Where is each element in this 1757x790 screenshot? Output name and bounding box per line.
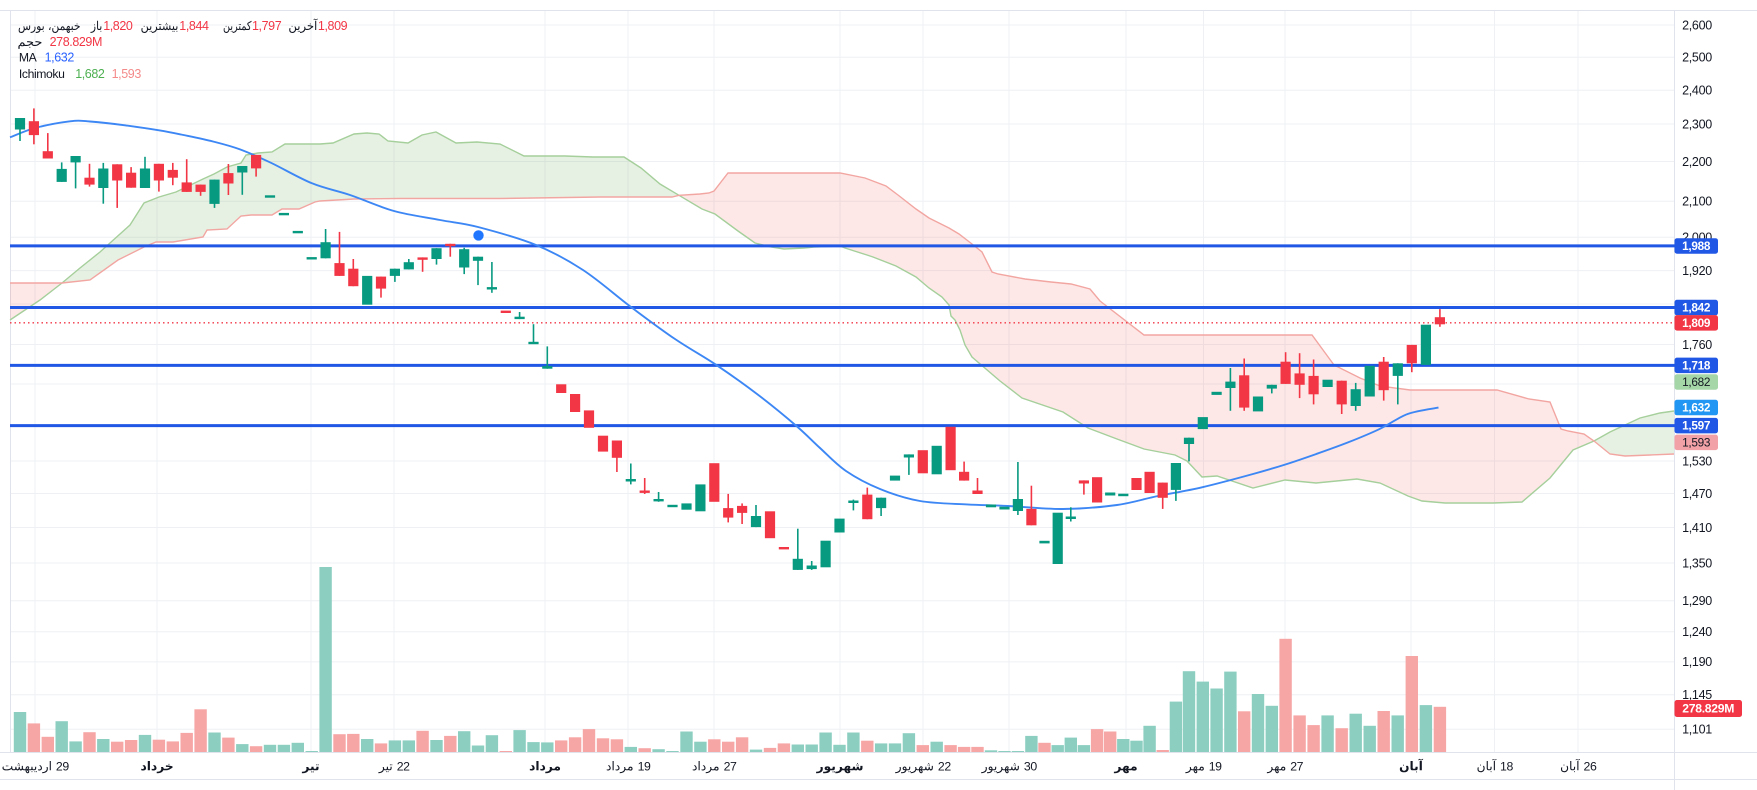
svg-text:278.829M: 278.829M bbox=[1682, 702, 1734, 716]
svg-text:1,809: 1,809 bbox=[1682, 316, 1711, 330]
svg-text:278.829M: 278.829M bbox=[50, 35, 102, 49]
svg-text:1,530: 1,530 bbox=[1682, 454, 1712, 468]
svg-text:1,101: 1,101 bbox=[1682, 723, 1712, 737]
svg-text:1,988: 1,988 bbox=[1682, 239, 1711, 253]
svg-text:2,600: 2,600 bbox=[1682, 18, 1712, 32]
svg-text:1,632: 1,632 bbox=[45, 51, 75, 65]
svg-text:22: 22 bbox=[397, 759, 410, 773]
svg-text:26: 26 bbox=[1584, 759, 1597, 773]
svg-text:2,500: 2,500 bbox=[1682, 51, 1712, 65]
svg-text:1,682: 1,682 bbox=[75, 67, 105, 81]
svg-text:1,593: 1,593 bbox=[1682, 435, 1711, 449]
svg-text:1,920: 1,920 bbox=[1682, 264, 1712, 278]
svg-text:1,597: 1,597 bbox=[1682, 419, 1711, 433]
svg-text:22: 22 bbox=[938, 759, 951, 773]
svg-text:1,844: 1,844 bbox=[179, 19, 209, 33]
svg-text:MA: MA bbox=[19, 51, 38, 65]
svg-text:1,240: 1,240 bbox=[1682, 625, 1712, 639]
svg-text:18: 18 bbox=[1500, 759, 1513, 773]
svg-text:1,842: 1,842 bbox=[1682, 301, 1711, 315]
svg-text:2,200: 2,200 bbox=[1682, 155, 1712, 169]
svg-text:1,593: 1,593 bbox=[112, 67, 142, 81]
svg-text:1,682: 1,682 bbox=[1682, 375, 1710, 389]
svg-text:1,290: 1,290 bbox=[1682, 594, 1712, 608]
svg-text:19: 19 bbox=[638, 759, 651, 773]
svg-text:29: 29 bbox=[56, 759, 69, 773]
svg-text:1,760: 1,760 bbox=[1682, 338, 1712, 352]
svg-text:1,410: 1,410 bbox=[1682, 521, 1712, 535]
svg-text:Ichimoku: Ichimoku bbox=[19, 67, 65, 81]
svg-text:1,350: 1,350 bbox=[1682, 556, 1712, 570]
svg-text:1,797: 1,797 bbox=[252, 19, 282, 33]
svg-text:1,632: 1,632 bbox=[1682, 401, 1711, 415]
svg-text:30: 30 bbox=[1024, 759, 1037, 773]
svg-text:1,718: 1,718 bbox=[1682, 359, 1711, 373]
svg-text:19: 19 bbox=[1209, 759, 1222, 773]
svg-text:2,100: 2,100 bbox=[1682, 195, 1712, 209]
svg-text:1,145: 1,145 bbox=[1682, 688, 1712, 702]
svg-text:1,190: 1,190 bbox=[1682, 655, 1712, 669]
svg-text:2,400: 2,400 bbox=[1682, 84, 1712, 98]
svg-text:1,809: 1,809 bbox=[318, 19, 348, 33]
svg-text:27: 27 bbox=[1290, 759, 1303, 773]
svg-text:2,300: 2,300 bbox=[1682, 117, 1712, 131]
svg-text:1,470: 1,470 bbox=[1682, 487, 1712, 501]
svg-text:1,820: 1,820 bbox=[103, 19, 133, 33]
svg-text:27: 27 bbox=[724, 759, 737, 773]
